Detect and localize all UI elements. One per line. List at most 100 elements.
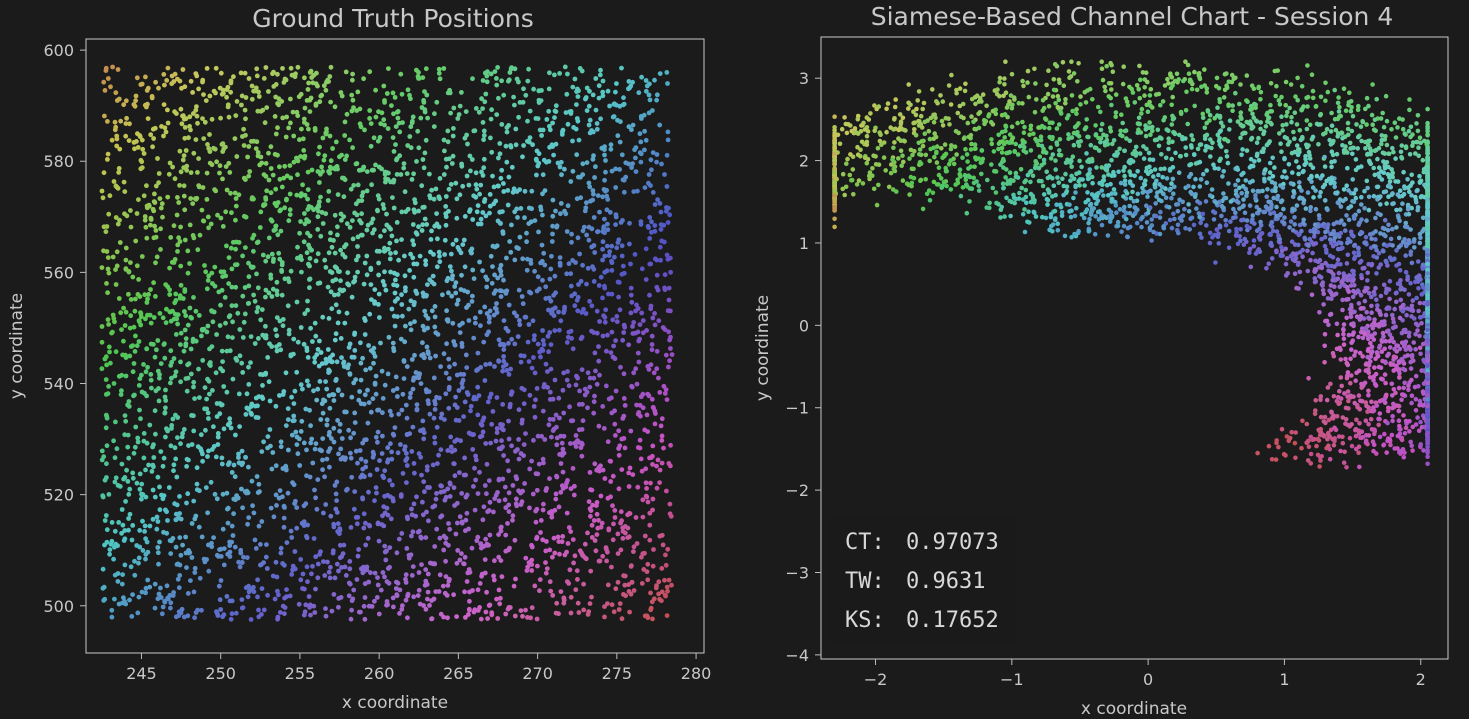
- scatter-point: [103, 354, 109, 360]
- scatter-point: [408, 251, 413, 257]
- scatter-point: [268, 190, 274, 196]
- scatter-point: [522, 481, 527, 486]
- scatter-point: [452, 402, 458, 408]
- scatter-point: [510, 483, 516, 488]
- scatter-point: [410, 238, 415, 244]
- scatter-point: [416, 208, 421, 214]
- scatter-point: [410, 222, 416, 227]
- scatter-point: [409, 357, 415, 362]
- scatter-point: [197, 488, 202, 494]
- scatter-point: [425, 282, 430, 287]
- scatter-point: [102, 113, 107, 119]
- scatter-point: [143, 467, 148, 473]
- scatter-point: [133, 424, 139, 430]
- scatter-point: [645, 577, 651, 583]
- scatter-point: [410, 255, 416, 261]
- scatter-point: [190, 90, 196, 95]
- scatter-point: [106, 211, 112, 217]
- scatter-point: [157, 484, 162, 490]
- scatter-point: [957, 86, 963, 91]
- scatter-point: [660, 325, 666, 330]
- scatter-point: [532, 583, 538, 589]
- scatter-point: [373, 162, 378, 168]
- scatter-point: [650, 616, 655, 622]
- scatter-point: [99, 324, 105, 329]
- scatter-point: [254, 73, 260, 79]
- scatter-point: [215, 434, 221, 440]
- scatter-point: [1033, 214, 1039, 219]
- scatter-point: [648, 306, 654, 312]
- scatter-point: [246, 300, 252, 306]
- scatter-point: [235, 495, 241, 501]
- scatter-points: [832, 59, 1430, 470]
- scatter-point: [236, 559, 242, 565]
- scatter-point: [478, 182, 484, 188]
- scatter-point: [492, 272, 497, 278]
- scatter-point: [155, 545, 161, 550]
- scatter-point: [178, 224, 184, 230]
- scatter-point: [1340, 307, 1345, 313]
- scatter-point: [168, 551, 174, 556]
- scatter-point: [571, 560, 576, 566]
- scatter-point: [157, 372, 162, 377]
- scatter-point: [570, 537, 576, 542]
- scatter-point: [108, 84, 113, 90]
- scatter-point: [100, 195, 106, 201]
- scatter-point: [659, 238, 665, 244]
- scatter-point: [183, 534, 189, 540]
- scatter-point: [544, 539, 549, 544]
- scatter-point: [132, 558, 137, 564]
- scatter-point: [618, 119, 623, 125]
- scatter-point: [243, 95, 249, 100]
- scatter-point: [136, 383, 142, 388]
- scatter-point: [596, 358, 602, 364]
- scatter-point: [443, 558, 448, 564]
- scatter-point: [658, 423, 664, 429]
- scatter-point: [361, 76, 366, 82]
- scatter-point: [461, 561, 467, 567]
- scatter-point: [322, 474, 327, 480]
- scatter-point: [1186, 71, 1192, 76]
- scatter-point: [469, 157, 475, 162]
- scatter-point: [445, 128, 451, 134]
- scatter-point: [501, 318, 507, 323]
- scatter-point: [464, 305, 469, 310]
- scatter-point: [470, 447, 476, 452]
- scatter-point: [540, 456, 546, 462]
- scatter-point: [437, 253, 442, 259]
- scatter-point: [1009, 124, 1015, 129]
- scatter-point: [329, 608, 335, 614]
- scatter-point: [1226, 103, 1231, 109]
- scatter-point: [598, 67, 603, 73]
- scatter-point: [156, 386, 161, 391]
- scatter-point: [315, 575, 321, 581]
- scatter-point: [587, 130, 593, 136]
- scatter-point: [589, 226, 595, 232]
- scatter-point: [440, 292, 445, 298]
- scatter-point: [1393, 156, 1398, 161]
- scatter-point: [177, 293, 183, 299]
- scatter-point: [448, 110, 453, 116]
- scatter-point: [351, 587, 357, 593]
- scatter-point: [409, 506, 414, 512]
- scatter-point: [223, 320, 228, 326]
- scatter-point: [1343, 108, 1349, 113]
- scatter-point: [488, 135, 493, 141]
- scatter-point: [182, 309, 187, 314]
- scatter-point: [377, 458, 382, 463]
- scatter-point: [246, 515, 252, 520]
- scatter-point: [657, 71, 663, 76]
- scatter-point: [122, 189, 128, 195]
- scatter-point: [127, 511, 133, 517]
- scatter-point: [434, 264, 440, 270]
- scatter-point: [490, 173, 495, 179]
- scatter-point: [1230, 108, 1235, 114]
- scatter-point: [500, 422, 505, 428]
- scatter-point: [525, 615, 530, 620]
- scatter-point: [136, 197, 141, 203]
- scatter-point: [99, 366, 105, 372]
- scatter-point: [972, 164, 977, 169]
- scatter-point: [136, 339, 142, 344]
- scatter-point: [365, 222, 371, 228]
- scatter-point: [143, 316, 148, 322]
